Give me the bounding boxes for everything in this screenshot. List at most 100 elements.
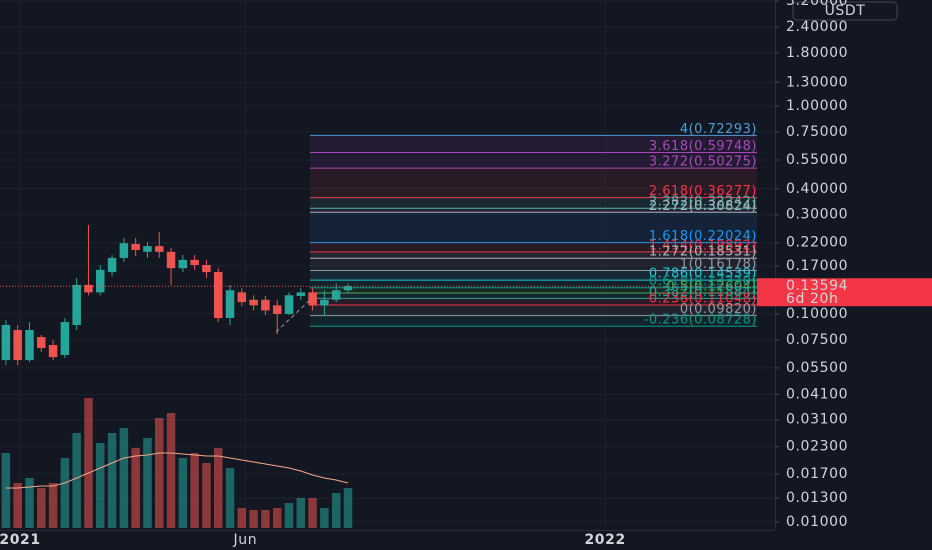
volume-bar (237, 508, 247, 528)
fib-label: 2.382(0.32242) (649, 195, 757, 210)
fib-band (310, 251, 757, 259)
candle-body (25, 330, 34, 361)
candle-body (320, 299, 329, 306)
candle-body (60, 322, 70, 355)
y-tick-label: 1.30000 (786, 74, 848, 90)
y-tick-label: 0.03100 (786, 412, 848, 428)
volume-bar (119, 428, 129, 528)
fib-label: 2.618(0.36277) (649, 184, 757, 199)
candle-body (213, 272, 223, 319)
fib-label: 0(0.09820) (680, 302, 757, 317)
volume-bar (107, 433, 117, 528)
candle-body (48, 345, 58, 358)
candle-body (143, 246, 152, 252)
y-tick-label: 0.02300 (786, 439, 848, 455)
countdown: 6d 20h (786, 291, 839, 307)
volume-bar (13, 483, 22, 528)
volume-bar (261, 510, 270, 528)
volume-bar (272, 508, 282, 528)
candle-body (343, 286, 353, 291)
fib-band (310, 135, 757, 153)
candle-body (284, 295, 294, 314)
volume-bar (331, 493, 341, 528)
y-tick-label: 2.40000 (786, 19, 848, 35)
candle-body (13, 330, 22, 361)
fib-band (310, 287, 757, 294)
y-tick-label: 0.01300 (786, 490, 848, 506)
volume-bar (84, 398, 93, 528)
fib-label: 1.618(0.22024) (649, 229, 757, 244)
y-tick-label: 0.55000 (786, 152, 848, 168)
y-tick-label: 0.75000 (786, 124, 848, 140)
fib-label: -0.236(0.08728) (644, 313, 757, 328)
x-tick-label: 2022 (584, 532, 625, 548)
fib-label: 1.272(0.18531) (649, 245, 757, 260)
currency-box[interactable] (792, 1, 898, 21)
fib-label: 0.786(0.14539) (649, 267, 757, 282)
fib-label: 1.414(0.19892) (649, 238, 757, 253)
fib-retracement: 4(0.72293) 3.618(0.59748)3.272(0.50275) 2.… (310, 122, 757, 328)
candle-body (308, 292, 317, 306)
y-tick-label: 0.04100 (786, 386, 848, 402)
volume-bar (213, 448, 223, 528)
candle-body (225, 290, 235, 319)
x-tick-label: 2021 (0, 532, 41, 548)
candle-body (296, 292, 306, 296)
candle-body (178, 259, 188, 269)
candle-body (131, 243, 140, 251)
fib-band (310, 280, 757, 288)
volume-bar (284, 503, 294, 528)
grid (0, 0, 775, 530)
candle-body (331, 290, 341, 300)
fib-label: 0.618(0.13370) (649, 274, 757, 289)
volume-bar (131, 448, 140, 528)
fib-band (310, 168, 757, 198)
last-price-label: 0.13594 (786, 278, 848, 294)
y-tick-label: 0.05500 (786, 360, 848, 376)
fib-band (310, 315, 757, 327)
volume-bar (178, 458, 188, 528)
volume-bar (37, 488, 46, 528)
fib-label: 0.236(0.11048) (649, 291, 757, 306)
y-tick-label: 0.30000 (786, 207, 848, 223)
volume-bar (96, 443, 105, 528)
candles (1, 224, 353, 366)
candle-body (166, 251, 176, 269)
candle-body (84, 284, 93, 293)
volume-ma (5, 452, 349, 489)
volume-bar (225, 468, 235, 528)
fib-band (310, 293, 757, 299)
candle-body (202, 264, 211, 273)
candle-body (190, 259, 199, 265)
fib-trend-line (275, 297, 313, 333)
y-tick-label: 1.80000 (786, 45, 848, 61)
y-tick-label: 0.40000 (786, 181, 848, 197)
volume-bar (155, 418, 164, 528)
y-tick-label: 0.17000 (786, 258, 848, 274)
candle-body (261, 299, 270, 311)
y-tick-label: 0.07500 (786, 332, 848, 348)
fib-label: 3.272(0.50275) (649, 155, 757, 170)
candle-body (155, 246, 164, 252)
candle-body (107, 257, 117, 273)
volume-bar (343, 488, 353, 528)
volume-bar (48, 483, 58, 528)
volume-bar (1, 453, 11, 528)
fib-label: 3.618(0.59748) (649, 139, 757, 154)
fib-band (310, 152, 757, 169)
volume-bar (308, 498, 317, 528)
y-tick-label: 1.00000 (786, 98, 848, 114)
volume-bar (296, 498, 306, 528)
fib-band (310, 270, 757, 281)
y-tick-label: 0.22000 (786, 235, 848, 251)
volume-bar (249, 510, 258, 528)
y-tick-label: 0.01000 (786, 514, 848, 530)
candle-body (37, 337, 46, 349)
fib-label: 0.382(0.11884) (649, 285, 757, 300)
volume-bar (202, 463, 211, 528)
fib-band (310, 212, 757, 243)
candle-body (272, 305, 282, 314)
fib-label: 1(0.16178) (680, 257, 757, 272)
volume-bar (190, 453, 199, 528)
